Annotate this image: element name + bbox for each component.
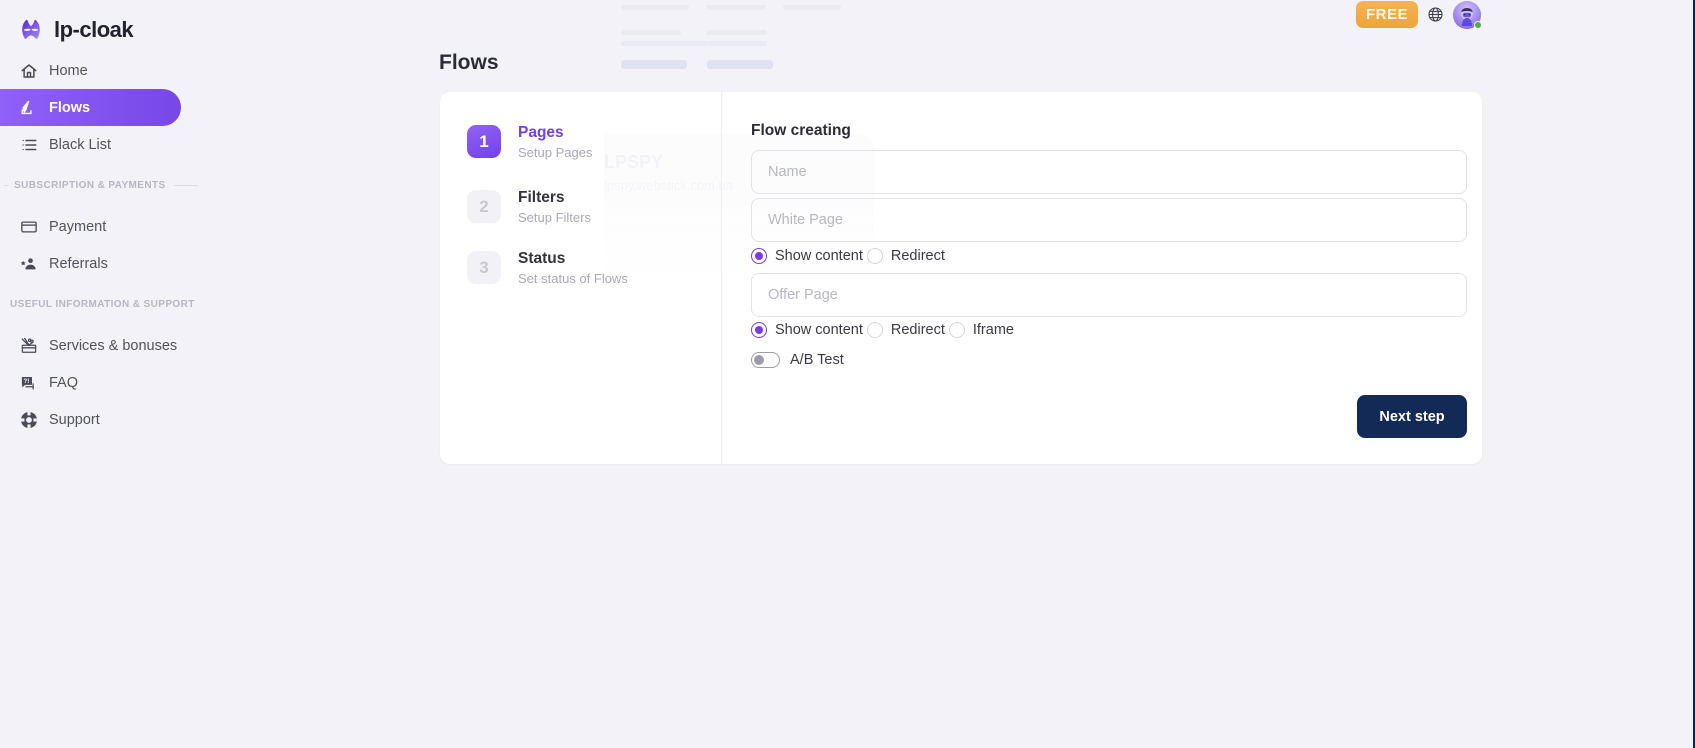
svg-text:?!: ?! [24,377,30,384]
